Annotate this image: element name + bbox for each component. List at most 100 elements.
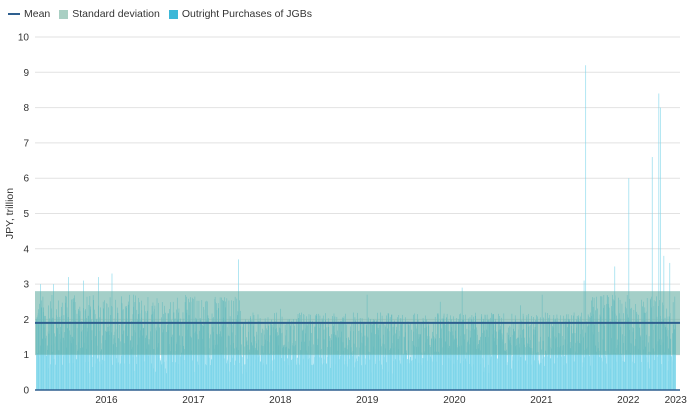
purchase-bar — [477, 334, 478, 390]
purchase-bar — [543, 365, 545, 390]
purchase-bar — [148, 344, 150, 390]
purchase-bar — [358, 347, 360, 390]
purchase-bar — [465, 358, 466, 390]
purchase-bar — [598, 356, 600, 390]
purchase-bar — [346, 338, 347, 390]
purchase-bar — [442, 347, 443, 390]
purchase-bar — [330, 367, 331, 390]
purchase-bar — [503, 343, 505, 390]
purchase-bar — [533, 360, 535, 390]
legend-item-mean[interactable]: Mean — [8, 8, 50, 20]
purchase-bar — [186, 329, 188, 390]
purchase-bar — [651, 157, 653, 390]
purchase-bar — [631, 327, 633, 390]
purchase-bar — [143, 327, 144, 390]
purchase-bar — [41, 338, 43, 390]
purchase-bar — [665, 327, 667, 390]
purchase-bar — [418, 334, 420, 390]
standard-deviation-swatch — [59, 9, 69, 19]
purchase-bar — [56, 323, 58, 390]
purchase-bar — [622, 334, 623, 390]
purchase-bar — [323, 339, 325, 390]
purchase-bar — [355, 320, 356, 390]
legend-label-mean: Mean — [24, 8, 51, 20]
purchase-bar — [210, 365, 211, 390]
purchase-bar — [489, 323, 491, 390]
purchase-bar — [503, 323, 504, 390]
purchase-bar — [163, 361, 165, 390]
purchase-bar — [392, 373, 393, 390]
purchase-bar — [86, 331, 88, 390]
purchase-bar — [582, 329, 583, 390]
purchase-bar — [280, 328, 281, 390]
purchase-bar — [532, 355, 533, 390]
purchase-bar — [615, 353, 617, 390]
purchase-bar — [118, 339, 120, 390]
purchase-bar — [670, 338, 672, 390]
purchase-bar — [473, 321, 475, 390]
purchase-bar — [428, 336, 430, 390]
purchase-bar — [168, 344, 170, 390]
purchase-bar — [352, 353, 353, 390]
purchase-bar — [195, 331, 196, 390]
y-tick-label: 5 — [23, 209, 29, 220]
purchase-bar — [605, 350, 607, 390]
purchase-bar — [408, 325, 410, 390]
purchase-bar — [46, 345, 48, 390]
purchase-bar — [506, 332, 508, 390]
purchase-bar — [230, 362, 231, 390]
purchase-bar — [36, 353, 38, 390]
purchase-bar — [201, 324, 203, 390]
purchase-bar — [396, 329, 397, 390]
purchase-bar — [141, 324, 143, 390]
purchase-bar — [220, 331, 221, 390]
purchase-bar — [313, 357, 315, 390]
purchase-bar — [543, 319, 545, 390]
purchase-bar — [248, 320, 250, 390]
purchase-bar — [472, 323, 474, 390]
purchase-bar — [433, 351, 435, 390]
purchase-bar — [523, 344, 525, 390]
purchase-bar — [362, 343, 363, 390]
purchase-bar — [162, 332, 164, 390]
purchase-bar — [108, 330, 110, 390]
purchase-bar — [300, 350, 301, 390]
purchase-bar — [557, 357, 558, 390]
purchase-bar — [205, 364, 206, 390]
purchase-bar — [581, 321, 583, 390]
purchase-bar — [558, 333, 560, 390]
purchase-bar — [238, 362, 240, 390]
purchase-bar — [576, 327, 577, 390]
purchase-bar — [293, 346, 295, 390]
purchase-bar — [462, 319, 464, 390]
purchase-bar — [488, 337, 489, 390]
purchase-bar — [75, 321, 76, 390]
purchase-bar — [375, 334, 376, 390]
purchase-bar — [210, 334, 211, 390]
purchase-bar — [309, 321, 311, 390]
purchase-bar — [545, 350, 547, 390]
grid-lines — [35, 36, 680, 391]
purchase-bar — [197, 339, 199, 390]
purchase-bar — [76, 328, 78, 390]
purchase-bar — [562, 350, 563, 390]
y-axis-title: JPY, trillion — [4, 188, 16, 239]
purchase-bar — [565, 321, 567, 390]
y-tick-label: 1 — [23, 350, 29, 361]
purchase-bar — [673, 329, 675, 390]
purchase-bar — [276, 332, 278, 390]
purchase-bar — [251, 345, 253, 390]
purchase-bar — [423, 351, 425, 390]
purchase-bar — [138, 337, 140, 390]
mean-swatch — [8, 13, 20, 15]
purchase-bar — [83, 320, 85, 390]
purchase-bar — [577, 353, 578, 390]
purchase-bar — [318, 357, 320, 390]
legend-item-outright-purchases[interactable]: Outright Purchases of JGBs — [168, 8, 312, 20]
purchase-bar — [419, 323, 421, 390]
purchase-bar — [522, 329, 523, 390]
legend-item-standard-deviation[interactable]: Standard deviation — [59, 8, 160, 20]
purchase-bar — [150, 331, 151, 390]
purchase-bar — [440, 320, 441, 390]
purchase-bar — [430, 356, 431, 390]
